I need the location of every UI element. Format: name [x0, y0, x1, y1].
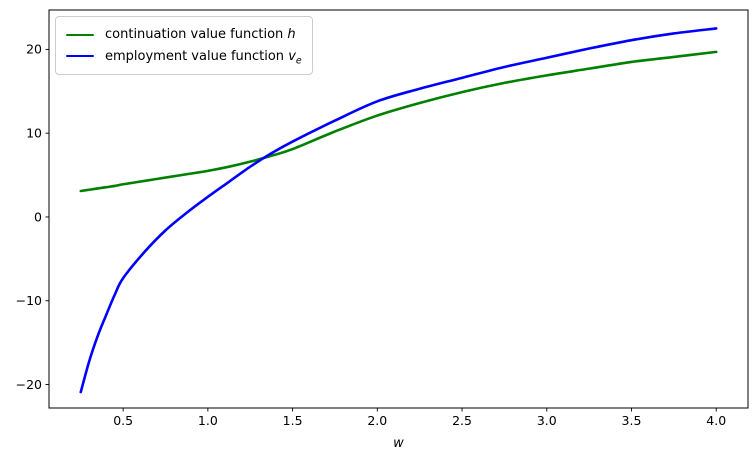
y-tick-label: 10: [26, 125, 42, 140]
legend-line-swatch-continuation: [66, 33, 94, 37]
y-tick-label: 20: [26, 42, 42, 57]
legend-mathvar-h: h: [287, 27, 296, 43]
legend-mathvar-v: v: [288, 48, 296, 64]
legend-mathsub-e: e: [295, 55, 302, 67]
legend-text-employment: employment value function: [105, 48, 289, 64]
x-tick-label: 3.0: [537, 413, 557, 428]
legend-label-continuation: continuation value function h: [105, 28, 296, 41]
legend-label-employment: employment value function ve: [105, 48, 302, 67]
legend-item-continuation: continuation value function h: [66, 28, 302, 41]
legend-item-employment: employment value function ve: [66, 48, 302, 67]
y-tick-label: 0: [34, 209, 42, 224]
x-tick-label: 2.5: [452, 413, 472, 428]
axes-frame: [48, 9, 749, 409]
x-tick-label: 1.0: [198, 413, 218, 428]
series-line-employment-ve: [79, 27, 718, 394]
x-tick-label: 3.5: [622, 413, 642, 428]
legend: continuation value function h employment…: [55, 16, 313, 75]
x-tick-label: 4.0: [706, 413, 726, 428]
x-tick-label: 0.5: [113, 413, 133, 428]
legend-text-continuation: continuation value function: [105, 27, 288, 43]
legend-line-swatch-employment: [66, 54, 94, 58]
x-tick-label: 1.5: [283, 413, 303, 428]
y-tick-label: −10: [16, 293, 42, 308]
x-axis-label: w: [393, 436, 404, 451]
x-tick-label: 2.0: [367, 413, 387, 428]
y-tick-label: −20: [16, 377, 42, 392]
